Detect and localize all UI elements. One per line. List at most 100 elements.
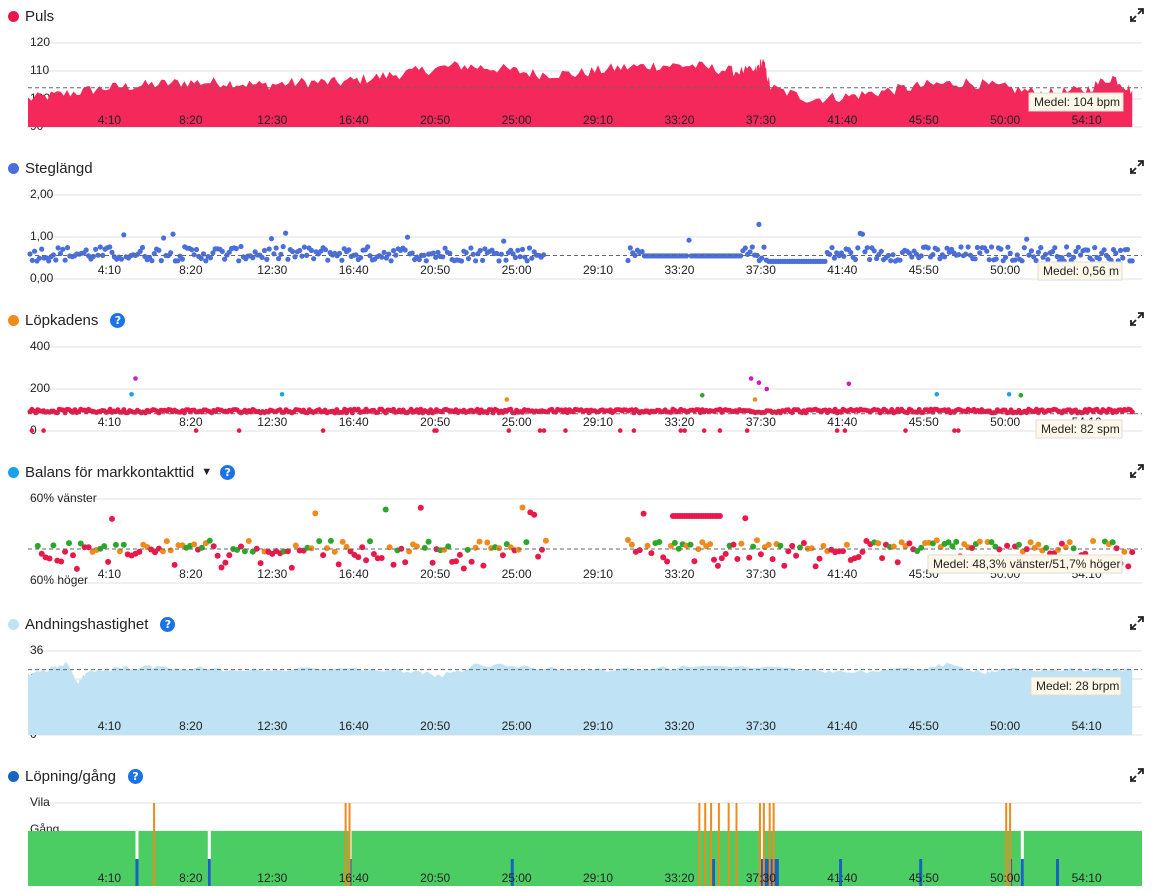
steglangd-point [465,256,472,262]
steglangd-point [404,234,411,240]
steglangd-point [862,249,868,255]
dropdown-caret-icon[interactable]: ▼ [201,466,213,478]
x-tick-label: 16:40 [339,719,369,733]
cadence-point [699,393,705,398]
help-icon[interactable]: ? [127,768,143,784]
expand-icon[interactable] [1130,616,1144,630]
balance-point [1109,539,1116,546]
expand-icon[interactable] [1130,312,1144,326]
steglangd-point [986,257,992,263]
walk-segment [717,803,720,886]
gap-segment [1020,831,1024,886]
steglangd-point [264,256,270,262]
balance-point [70,552,76,559]
cadence-point [563,428,568,433]
balance-point [324,545,330,552]
cadence-point [832,406,838,412]
x-tick-label: 41:40 [827,871,857,885]
y-tick-label: 400 [30,339,50,353]
balance-point [625,537,631,543]
balance-point [120,541,127,548]
steglangd-point [1028,248,1034,254]
balance-point [66,540,72,547]
steglangd-point [993,256,999,262]
balance-point [918,544,925,551]
balance-point [894,559,901,566]
steglangd-point [402,247,408,253]
expand-icon[interactable] [1130,768,1144,782]
balance-point [402,559,409,566]
x-tick-label: 29:10 [583,871,613,885]
steglangd-point [198,255,204,261]
cadence-point [537,428,543,433]
y-tick-label: 60% höger [30,573,88,587]
balance-point [1004,542,1011,549]
steglangd-point [1052,245,1058,251]
steglangd-point [627,245,633,251]
help-icon[interactable]: ? [110,312,126,328]
balance-point [675,545,682,552]
balance-point [425,538,432,545]
balans-title[interactable]: Balans för markkontakttid [25,463,195,481]
average-badge [1037,261,1123,281]
cadence-point [617,428,623,433]
steglangd-point [193,246,200,253]
balance-point [734,556,741,562]
balance-point [1066,539,1073,546]
balance-point [171,561,178,568]
balance-point [640,510,647,517]
puls-panel: Puls 120110100904:108:2012:3016:4020:502… [0,0,1154,152]
balance-point [292,542,299,549]
cadence-point [846,381,852,387]
steglangd-point [827,251,833,257]
balance-point [421,544,428,551]
steglangd-point [944,245,950,251]
cadence-point [756,380,762,385]
balance-point [429,559,436,566]
cadence-point [1129,409,1135,415]
balance-point [875,540,882,547]
steglangd-point [283,230,289,236]
steglangd-point [878,248,884,254]
walk-segment [772,803,775,886]
steglangd-point [686,237,692,243]
x-tick-label: 45:50 [909,719,939,733]
help-icon[interactable]: ? [220,464,236,480]
steglangd-point [170,231,176,237]
expand-icon[interactable] [1130,160,1144,174]
cadence-point [952,428,957,433]
balance-point [1070,545,1077,552]
balance-point [949,543,956,550]
expand-icon[interactable] [1130,464,1144,478]
running-segment [135,859,139,886]
walk-segment [735,803,738,886]
x-tick-label: 25:00 [502,263,532,277]
balance-point [382,506,389,513]
x-tick-label: 50:00 [990,871,1020,885]
steglangd-point [238,243,244,250]
steglangd-point [494,250,500,256]
x-tick-label: 4:10 [98,719,122,733]
balance-point [777,542,784,549]
steglangd-point [867,256,873,263]
x-tick-label: 41:40 [827,415,857,429]
balance-point [1129,549,1136,556]
balance-point [390,561,397,568]
balance-point [636,547,643,554]
running-segment [760,859,764,886]
steglangd-point [906,250,913,256]
x-tick-label: 41:40 [827,263,857,277]
steglangd-point [1075,244,1081,250]
walk-segment [698,803,701,886]
x-tick-label: 20:50 [420,113,450,127]
steglangd-point [1124,246,1131,253]
steglangd-point [266,246,272,252]
steglangd-point [930,252,936,258]
average-label: Medel: 28 brpm [1036,679,1119,693]
steglangd-point [988,244,995,250]
balance-point [515,546,522,553]
balance-point [671,539,678,546]
help-icon[interactable]: ? [160,616,176,632]
expand-icon[interactable] [1130,8,1144,22]
steglangd-point [226,249,232,255]
